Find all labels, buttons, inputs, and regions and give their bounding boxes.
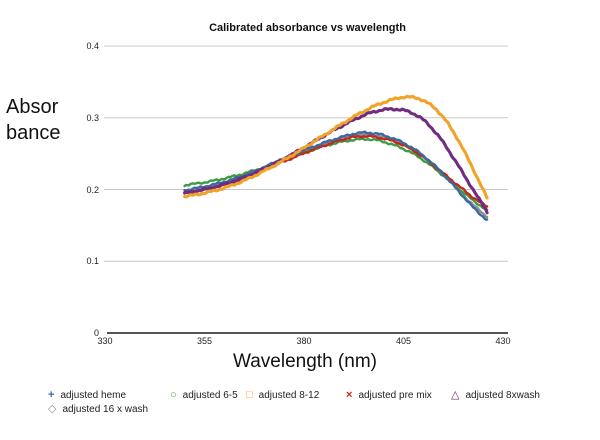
- x-tick-label-430: 430: [495, 336, 511, 346]
- series-line-adjusted-heme: [183, 130, 489, 221]
- chart-title: Calibrated absorbance vs wavelength: [209, 22, 406, 34]
- y-axis-label: Absor bance: [6, 94, 61, 146]
- y-tick-label-0.4: 0.4: [86, 41, 99, 51]
- y-axis-label-line1: Absor: [6, 96, 59, 118]
- y-axis-label-line2: bance: [6, 122, 61, 144]
- x-tick-label-405: 405: [395, 336, 412, 346]
- x-tick-label-330: 330: [97, 336, 113, 346]
- y-tick-label-0: 0: [93, 328, 99, 338]
- series-line-adjusted-8-12: [183, 94, 489, 200]
- x-tick-label-355: 355: [196, 336, 213, 346]
- y-tick-label-0.3: 0.3: [86, 112, 99, 123]
- x-axis-label: Wavelength (nm): [233, 351, 377, 372]
- series-line-adjusted-8xwash: [183, 107, 489, 215]
- x-tick-label-380: 380: [296, 336, 312, 346]
- y-tick-label-0.1: 0.1: [86, 256, 99, 267]
- y-tick-label-0.2: 0.2: [86, 184, 99, 195]
